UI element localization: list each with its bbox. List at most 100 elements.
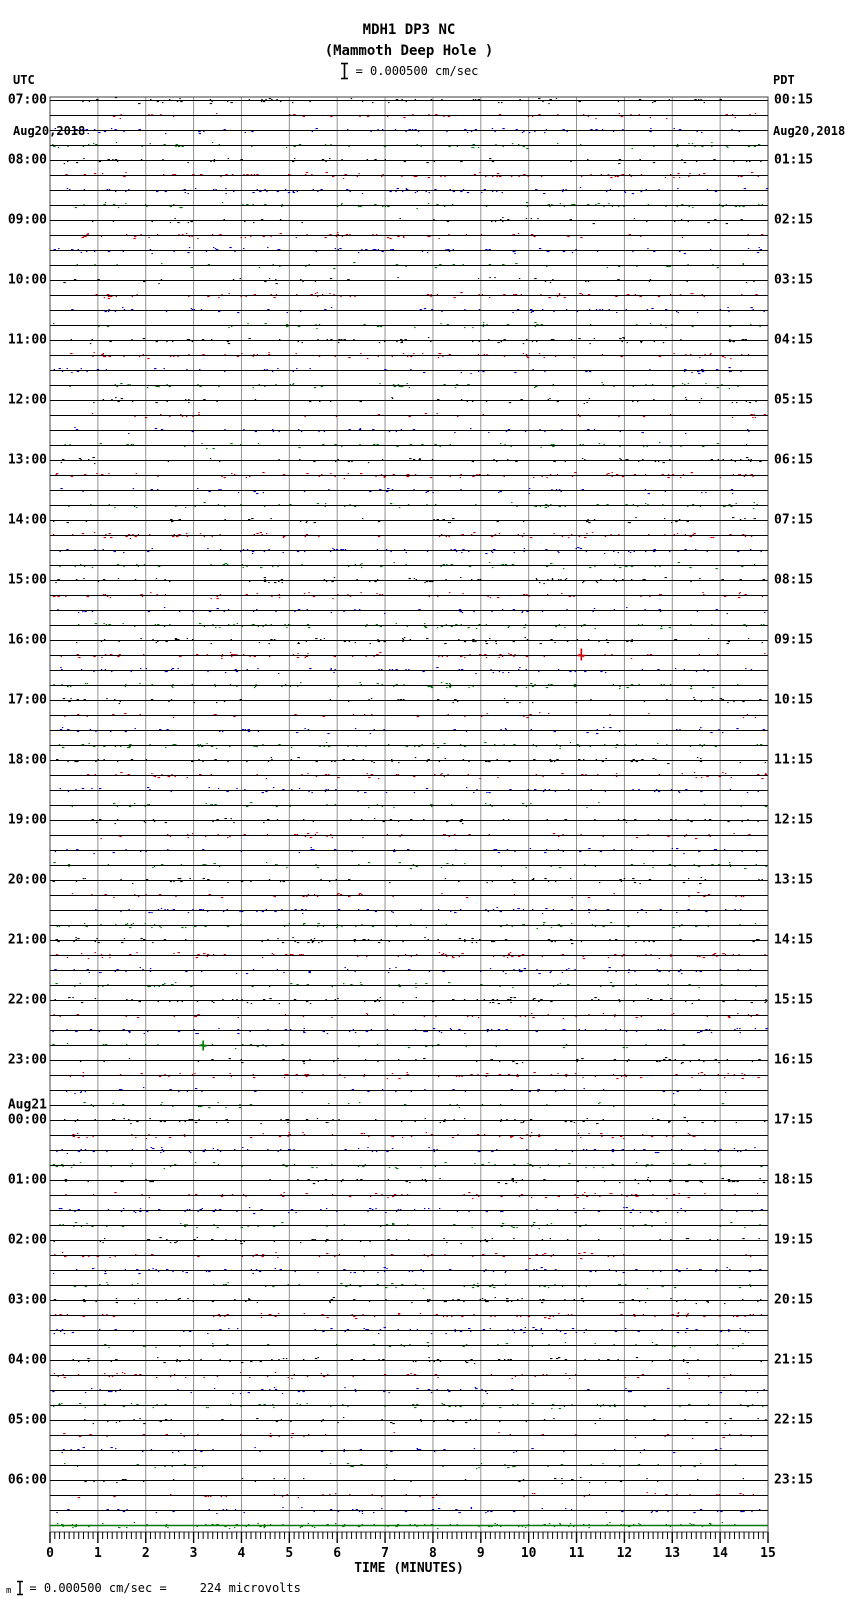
trace-row — [50, 1132, 768, 1140]
footer-value-text: 224 microvolts — [199, 1581, 301, 1595]
trace-row — [50, 352, 768, 360]
trace-row — [50, 967, 768, 975]
hour-labels: 07:00 00:15 08:00 01:15 09:00 02:15 10:00 03:15… — [8, 93, 813, 1488]
utc-hour-label: 16:00 — [8, 633, 47, 648]
trace-row — [50, 1192, 768, 1200]
trace-row — [50, 1327, 768, 1335]
trace-row — [50, 772, 768, 780]
minute-gridlines — [97, 97, 721, 1532]
utc-hour-label: 12:00 — [8, 393, 47, 408]
trace-row — [50, 232, 768, 240]
left-timezone-block: UTC Aug20,2018 — [13, 38, 85, 174]
right-timezone-label: PDT — [773, 73, 795, 87]
utc-hour-label: 02:00 — [8, 1233, 47, 1248]
trace-row — [50, 877, 768, 885]
minute-tick-label: 0 — [46, 1546, 54, 1561]
pdt-hour-label: 00:15 — [774, 93, 813, 108]
trace-row — [50, 802, 768, 809]
utc-hour-label: 23:00 — [8, 1053, 47, 1068]
pdt-hour-label: 20:15 — [774, 1293, 813, 1308]
trace-row — [50, 1117, 768, 1125]
trace-row — [50, 1492, 768, 1499]
pdt-hour-label: 05:15 — [774, 393, 813, 408]
utc-hour-label: 10:00 — [8, 273, 47, 288]
trace-row — [50, 892, 768, 899]
pdt-hour-label: 09:15 — [774, 633, 813, 648]
minute-tick-label: 1 — [94, 1546, 102, 1561]
minute-tick-label: 13 — [664, 1546, 680, 1561]
utc-hour-label: 14:00 — [8, 513, 47, 528]
trace-row — [50, 337, 768, 345]
pdt-hour-label: 19:15 — [774, 1233, 813, 1248]
trace-row — [50, 907, 768, 915]
utc-hour-label: 03:00 — [8, 1293, 47, 1308]
time-axis-title: TIME (MINUTES) — [354, 1561, 464, 1576]
trace-row — [50, 682, 768, 690]
utc-hour-label: 00:00 — [8, 1113, 47, 1128]
trace-row — [50, 142, 768, 150]
trace-row — [50, 982, 768, 989]
trace-row — [50, 697, 768, 705]
minute-tick-label: 2 — [142, 1546, 150, 1561]
trace-row — [50, 1237, 768, 1245]
trace-row — [50, 1267, 768, 1275]
trace-row — [50, 623, 768, 630]
pdt-hour-label: 13:15 — [774, 873, 813, 888]
trace-row — [50, 652, 768, 660]
trace-row — [50, 217, 768, 225]
minute-tick-label: 6 — [333, 1546, 341, 1561]
trace-row — [50, 1043, 768, 1050]
trace-row — [50, 787, 768, 794]
utc-date-rollover-label: Aug21 — [8, 1098, 47, 1113]
minute-tick-label: 14 — [712, 1546, 728, 1561]
trace-row — [50, 202, 768, 210]
minute-tick-label: 5 — [285, 1546, 293, 1561]
trace-row — [50, 1463, 768, 1470]
right-date-label: Aug20,2018 — [773, 124, 846, 138]
trace-row — [50, 1087, 768, 1095]
utc-hour-label: 20:00 — [8, 873, 47, 888]
trace-row — [50, 262, 768, 270]
trace-row — [50, 757, 768, 765]
trace-row — [50, 172, 768, 180]
trace-row — [50, 1147, 768, 1155]
trace-row — [50, 997, 768, 1005]
utc-hour-label: 08:00 — [8, 153, 47, 168]
trace-row — [50, 517, 768, 524]
utc-hour-label: 21:00 — [8, 933, 47, 948]
trace-row — [50, 1028, 768, 1035]
trace-row — [50, 1342, 768, 1350]
utc-hour-label: 22:00 — [8, 993, 47, 1008]
trace-row — [50, 937, 768, 945]
utc-hour-label: 05:00 — [8, 1413, 47, 1428]
trace-row — [50, 818, 768, 825]
trace-row — [50, 832, 768, 840]
pdt-hour-label: 17:15 — [774, 1113, 813, 1128]
utc-hour-label: 11:00 — [8, 333, 47, 348]
footer-scale-row: m = 0.000500 cm/sec = 224 microvolts — [6, 1580, 301, 1596]
trace-row — [50, 1417, 768, 1425]
trace-row — [50, 1447, 768, 1454]
trace-row — [50, 1297, 768, 1305]
trace-row — [50, 577, 768, 585]
trace-row — [50, 488, 768, 495]
trace-row — [50, 397, 768, 405]
trace-row — [50, 727, 768, 735]
trace-row — [50, 1403, 768, 1410]
seismic-events — [199, 648, 586, 1051]
trace-row — [50, 442, 768, 450]
trace-row — [50, 1312, 768, 1320]
trace-row — [50, 637, 768, 645]
trace-row — [50, 97, 768, 105]
trace-row — [50, 1432, 768, 1440]
trace-row — [50, 113, 768, 120]
scale-bar-icon — [340, 62, 348, 80]
trace-row — [50, 427, 768, 435]
trace-row — [50, 1102, 768, 1109]
trace-row — [50, 1207, 768, 1215]
trace-row — [50, 1522, 768, 1530]
utc-hour-label: 09:00 — [8, 213, 47, 228]
trace-rows — [50, 97, 769, 1530]
